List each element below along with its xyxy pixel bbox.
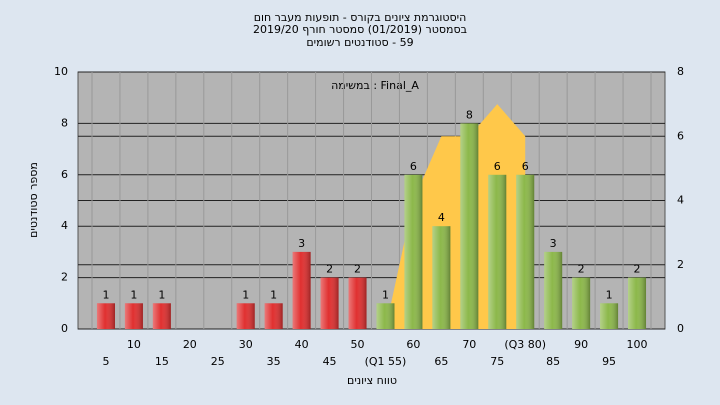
x-tick-label: 60 bbox=[406, 338, 420, 351]
x-axis-label: טווח ציונים bbox=[347, 374, 397, 387]
x-tick-label: 95 bbox=[602, 355, 616, 368]
data-label: 2 bbox=[354, 263, 361, 276]
x-tick-label: 85 bbox=[546, 355, 560, 368]
x-tick-label: (Q1 55) bbox=[365, 355, 407, 368]
y-tick-label: 10 bbox=[54, 65, 68, 78]
bar-shade bbox=[152, 303, 171, 329]
x-tick-label: 25 bbox=[211, 355, 225, 368]
y2-tick-label: 8 bbox=[677, 65, 684, 78]
x-tick-label: 65 bbox=[434, 355, 448, 368]
y-axis-label: מספר סטודנטים bbox=[27, 162, 40, 238]
data-label: 2 bbox=[578, 263, 585, 276]
data-label: 2 bbox=[326, 263, 333, 276]
x-tick-label: 90 bbox=[574, 338, 588, 351]
bar-shade bbox=[236, 303, 255, 329]
x-tick-label: 15 bbox=[155, 355, 169, 368]
x-tick-label: 35 bbox=[267, 355, 281, 368]
bar-shade bbox=[404, 174, 423, 329]
data-label: 6 bbox=[410, 160, 417, 173]
x-tick-label: 10 bbox=[127, 338, 141, 351]
bar-shade bbox=[460, 123, 479, 330]
x-tick-label: 50 bbox=[351, 338, 365, 351]
bar-shade bbox=[348, 277, 367, 329]
subtitle: בסמסטר (01/2019) סמסטר חורף 2019/20 bbox=[253, 23, 467, 36]
bar-shade bbox=[544, 251, 563, 329]
bar-shade bbox=[628, 277, 647, 329]
x-tick-label: 45 bbox=[323, 355, 337, 368]
bar-shade bbox=[292, 251, 311, 329]
y-tick-label: 8 bbox=[61, 116, 68, 129]
data-label: 2 bbox=[634, 263, 641, 276]
data-label: 1 bbox=[102, 288, 109, 301]
y2-tick-label: 2 bbox=[677, 258, 684, 271]
y2-tick-label: 4 bbox=[677, 194, 684, 207]
data-label: 1 bbox=[158, 288, 165, 301]
bar-shade bbox=[600, 303, 619, 329]
bar-shade bbox=[264, 303, 283, 329]
bar-shade bbox=[124, 303, 143, 329]
title: היסטוגרמת ציונים בקורס - תופעות מעבר חום bbox=[254, 11, 467, 24]
x-tick-label: 20 bbox=[183, 338, 197, 351]
subtitle: 59 - סטודנטים רשומים bbox=[306, 36, 413, 49]
y2-tick-label: 6 bbox=[677, 129, 684, 142]
data-label: 1 bbox=[242, 288, 249, 301]
bar-shade bbox=[488, 174, 507, 329]
data-label: 6 bbox=[522, 160, 529, 173]
y-tick-label: 6 bbox=[61, 168, 68, 181]
bar-shade bbox=[96, 303, 115, 329]
x-tick-label: 5 bbox=[102, 355, 109, 368]
y2-tick-label: 0 bbox=[677, 322, 684, 335]
bar-shade bbox=[320, 277, 339, 329]
data-label: 1 bbox=[382, 288, 389, 301]
data-label: 3 bbox=[550, 237, 557, 250]
data-label: 1 bbox=[606, 288, 613, 301]
y-tick-label: 0 bbox=[61, 322, 68, 335]
data-label: 8 bbox=[466, 108, 473, 121]
y-tick-label: 4 bbox=[61, 219, 68, 232]
x-tick-label: 70 bbox=[462, 338, 476, 351]
bar-shade bbox=[572, 277, 591, 329]
y-tick-label: 2 bbox=[61, 271, 68, 284]
data-label: 4 bbox=[438, 211, 445, 224]
x-tick-label: 30 bbox=[239, 338, 253, 351]
annotation: Final_A : במשימה bbox=[331, 79, 419, 92]
data-label: 1 bbox=[130, 288, 137, 301]
bar-shade bbox=[432, 226, 451, 329]
data-label: 1 bbox=[270, 288, 277, 301]
data-label: 6 bbox=[494, 160, 501, 173]
bar-shade bbox=[376, 303, 395, 329]
bar-shade bbox=[516, 174, 535, 329]
x-tick-label: 40 bbox=[295, 338, 309, 351]
x-tick-label: 100 bbox=[627, 338, 648, 351]
x-tick-label: (Q3 80) bbox=[504, 338, 546, 351]
x-tick-label: 75 bbox=[490, 355, 504, 368]
data-label: 3 bbox=[298, 237, 305, 250]
